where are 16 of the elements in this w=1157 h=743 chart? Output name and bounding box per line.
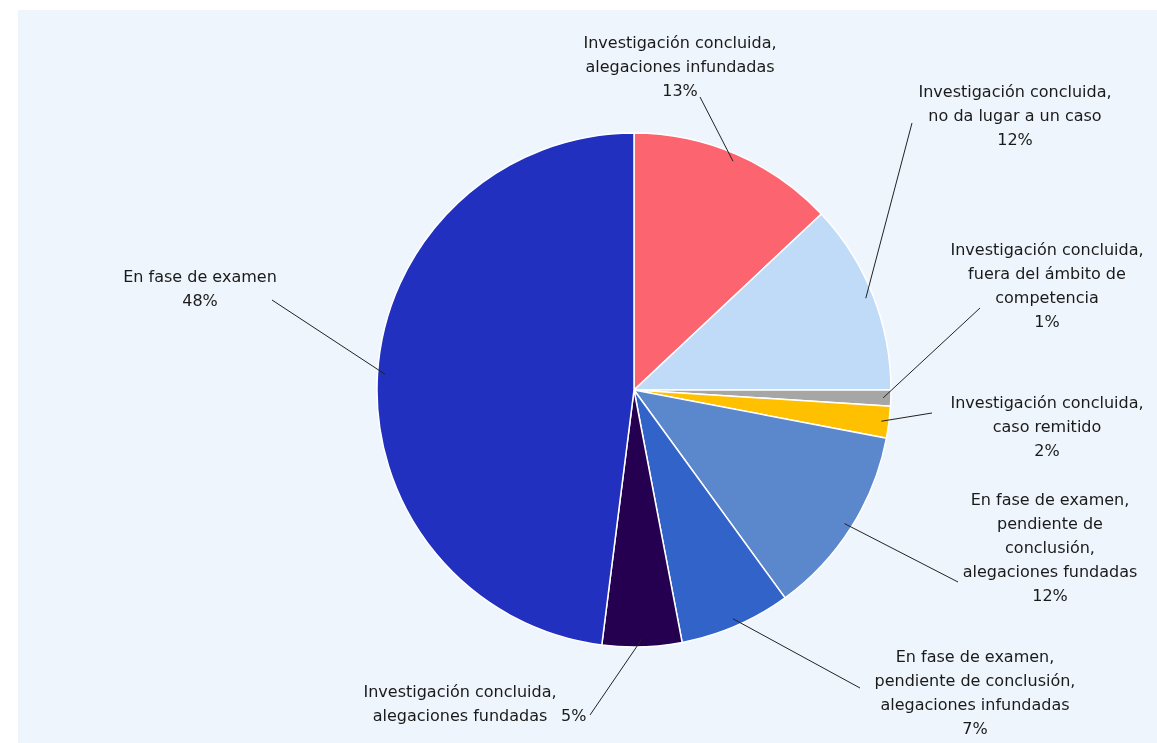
slice-label: Investigación concluida, alegaciones fundadas bbox=[363, 682, 557, 725]
data-label: 48% bbox=[182, 291, 218, 310]
data-label: 12% bbox=[1032, 586, 1068, 605]
slice-label: Investigación concluida, no da lugar a un caso bbox=[918, 82, 1112, 125]
slice-label: En fase de examen bbox=[123, 267, 277, 286]
data-label: 7% bbox=[962, 719, 988, 738]
data-label: 1% bbox=[1034, 312, 1060, 331]
slice-label: Investigación concluida, alegaciones infundadas bbox=[583, 33, 777, 76]
slice-label: En fase de examen, pendiente de conclusión, alegaciones fundadas bbox=[962, 490, 1138, 581]
slice-label: Investigación concluida, fuera del ámbito de competencia bbox=[950, 240, 1144, 307]
data-label: 12% bbox=[997, 130, 1033, 149]
slice-label: Investigación concluida, caso remitido bbox=[950, 393, 1144, 436]
slice-label: En fase de examen, pendiente de conclusión, alegaciones infundadas bbox=[874, 647, 1076, 714]
data-label: 13% bbox=[662, 81, 698, 100]
data-label: 2% bbox=[1034, 441, 1060, 460]
data-label: 5% bbox=[561, 706, 587, 725]
